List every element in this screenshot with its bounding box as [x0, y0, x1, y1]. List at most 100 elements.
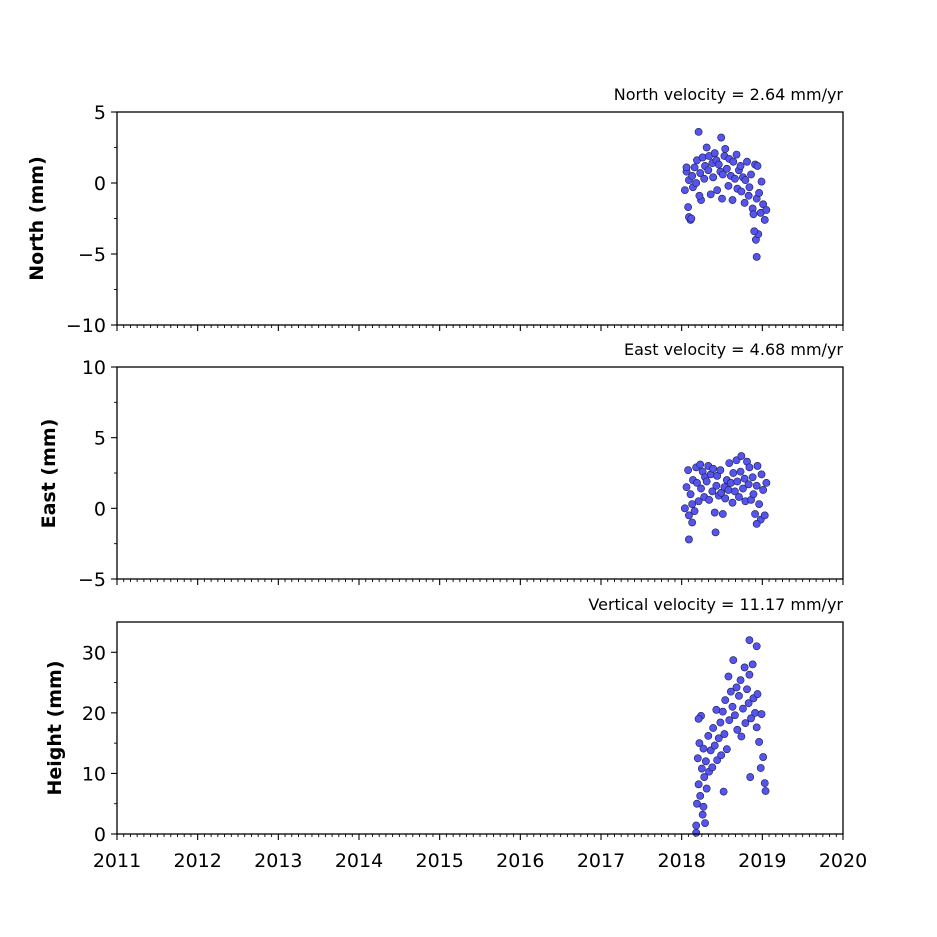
height-data-point [694, 715, 703, 723]
east-data-point [728, 498, 737, 507]
height-data-point [728, 702, 737, 711]
height-data-point [745, 636, 754, 645]
east-panel-title: East velocity = 4.68 mm/yr [624, 340, 843, 359]
east-y-tick-label: 0 [94, 498, 106, 520]
height-data-point [702, 784, 711, 793]
north-data-point [753, 162, 762, 170]
height-data-point [724, 672, 733, 681]
height-data-point [693, 799, 701, 808]
height-data-point [757, 710, 766, 718]
height-data-point [741, 719, 750, 728]
height-data-point [697, 764, 706, 773]
height-data-point [699, 802, 708, 811]
height-y-axis-label: Height (mm) [44, 660, 66, 795]
height-data-point [733, 725, 742, 734]
north-data-point [698, 153, 707, 162]
height-data-point [729, 656, 738, 665]
height-data-point [731, 711, 739, 720]
height-data-point [760, 779, 769, 788]
north-data-point [704, 166, 713, 175]
east-data-point [739, 484, 747, 493]
east-data-point [760, 511, 769, 520]
height-data-point [756, 764, 765, 772]
height-y-tick-label: 30 [82, 642, 106, 664]
east-data-point [696, 460, 705, 469]
east-data-point [718, 510, 727, 518]
north-data-point [721, 145, 730, 153]
north-data-points [680, 127, 771, 261]
north-data-point [728, 196, 737, 204]
height-data-point [736, 676, 745, 685]
height-data-points [692, 636, 770, 837]
east-data-point [744, 480, 753, 489]
height-x-tick-label: 2015 [415, 850, 463, 872]
north-data-point [684, 203, 693, 212]
north-data-point [690, 163, 699, 172]
north-data-point [709, 173, 718, 182]
east-y-tick-label: −5 [78, 569, 106, 591]
height-data-point [692, 821, 701, 830]
east-y-axis-label: East (mm) [38, 419, 60, 529]
north-data-point [714, 160, 723, 169]
height-y-tick-label: 0 [94, 824, 106, 846]
east-data-point [735, 493, 743, 501]
east-data-point [725, 459, 734, 468]
height-plot-frame [116, 621, 844, 835]
north-data-point [762, 206, 771, 214]
north-y-tick-label: 0 [94, 173, 106, 195]
east-data-point [688, 518, 697, 527]
east-data-points [680, 452, 771, 544]
height-data-point [740, 663, 749, 672]
east-data-point [705, 495, 713, 504]
height-data-point [696, 791, 705, 800]
east-data-point [712, 481, 721, 490]
east-data-point [685, 511, 693, 520]
height-data-point [735, 692, 743, 700]
height-data-point [698, 810, 707, 819]
north-data-point [687, 214, 696, 223]
height-data-point [709, 724, 718, 732]
east-data-point [726, 478, 735, 487]
north-axis-ticks: 5 0 −5 −10 [66, 102, 844, 337]
east-data-point [688, 500, 697, 508]
north-data-point [682, 163, 691, 172]
height-axis-ticks: 2011 2012 2013 2014 2015 2016 2017 2018 2019 2020… [82, 642, 867, 872]
height-x-tick-label: 2013 [254, 850, 302, 872]
east-data-point [721, 494, 730, 503]
height-y-tick-label: 10 [82, 763, 106, 785]
north-data-point [724, 181, 733, 190]
height-data-point [739, 704, 747, 713]
north-plot-frame [116, 111, 844, 326]
north-data-point [702, 143, 711, 152]
height-data-point [744, 699, 753, 708]
north-panel: North velocity = 2.64 mm/yr North (mm) 5… [26, 85, 844, 337]
height-data-point [692, 828, 701, 837]
height-data-point [701, 757, 710, 766]
height-data-point [693, 754, 702, 763]
height-data-point [743, 685, 751, 694]
height-data-point [725, 716, 734, 725]
height-data-point [761, 787, 770, 795]
east-data-point [752, 481, 761, 490]
height-data-point [726, 687, 735, 696]
north-data-point [700, 174, 709, 183]
height-data-point [710, 741, 719, 750]
north-data-point [732, 150, 741, 159]
north-panel-title: North velocity = 2.64 mm/yr [614, 85, 844, 104]
east-data-point [697, 484, 705, 493]
height-data-point [732, 683, 741, 692]
height-data-point [746, 773, 755, 781]
east-data-point [724, 486, 733, 494]
height-data-point [747, 714, 755, 723]
north-data-point [752, 252, 761, 261]
east-data-point [682, 483, 691, 492]
height-data-point [737, 732, 746, 741]
east-data-point [737, 452, 746, 460]
north-data-point [741, 176, 750, 185]
north-y-tick-label: 5 [94, 102, 106, 124]
east-data-point [745, 463, 754, 472]
height-data-point [720, 730, 729, 738]
east-data-point [711, 528, 720, 537]
north-data-point [706, 190, 715, 199]
